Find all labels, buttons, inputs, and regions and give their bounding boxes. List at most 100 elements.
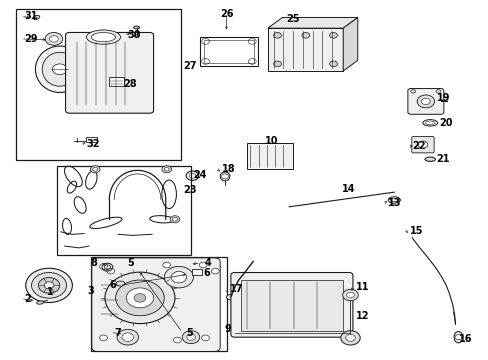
Circle shape bbox=[122, 333, 133, 342]
Circle shape bbox=[49, 36, 58, 42]
Circle shape bbox=[342, 289, 358, 301]
Text: 26: 26 bbox=[219, 9, 233, 19]
Circle shape bbox=[90, 166, 100, 173]
Text: 10: 10 bbox=[264, 136, 278, 146]
Text: 23: 23 bbox=[183, 185, 197, 195]
Circle shape bbox=[435, 90, 440, 93]
Polygon shape bbox=[267, 18, 357, 28]
Circle shape bbox=[201, 335, 209, 341]
Circle shape bbox=[105, 272, 175, 324]
Circle shape bbox=[31, 273, 66, 298]
Circle shape bbox=[45, 32, 62, 45]
Text: 20: 20 bbox=[438, 118, 451, 128]
Ellipse shape bbox=[91, 32, 116, 42]
Circle shape bbox=[100, 335, 107, 341]
Ellipse shape bbox=[226, 294, 236, 300]
Circle shape bbox=[417, 141, 427, 148]
Text: 5: 5 bbox=[186, 328, 192, 338]
Text: 24: 24 bbox=[193, 170, 206, 180]
Bar bbox=[16, 9, 181, 160]
Bar bbox=[240, 280, 342, 331]
Circle shape bbox=[301, 32, 309, 38]
Bar bbox=[246, 143, 292, 168]
Text: 12: 12 bbox=[356, 311, 369, 321]
Text: 21: 21 bbox=[436, 154, 449, 163]
Ellipse shape bbox=[387, 197, 400, 203]
Text: 6: 6 bbox=[109, 280, 116, 291]
Text: 2: 2 bbox=[25, 294, 31, 303]
Circle shape bbox=[116, 280, 164, 316]
Circle shape bbox=[273, 32, 281, 38]
Circle shape bbox=[172, 217, 177, 221]
Circle shape bbox=[211, 268, 219, 274]
Text: 27: 27 bbox=[183, 61, 197, 71]
Circle shape bbox=[329, 32, 337, 38]
Text: 9: 9 bbox=[224, 324, 230, 334]
FancyBboxPatch shape bbox=[230, 273, 352, 337]
Text: 32: 32 bbox=[86, 139, 100, 149]
Ellipse shape bbox=[220, 172, 229, 181]
Text: 1: 1 bbox=[46, 287, 53, 297]
Circle shape bbox=[26, 268, 72, 302]
FancyBboxPatch shape bbox=[407, 89, 443, 114]
Circle shape bbox=[186, 334, 195, 341]
Text: 16: 16 bbox=[458, 334, 471, 344]
Ellipse shape bbox=[42, 52, 77, 86]
Circle shape bbox=[126, 288, 153, 308]
Text: 11: 11 bbox=[356, 282, 369, 292]
Circle shape bbox=[329, 61, 337, 67]
Circle shape bbox=[416, 95, 434, 108]
Text: 19: 19 bbox=[436, 93, 449, 103]
Circle shape bbox=[100, 264, 107, 269]
Text: 22: 22 bbox=[411, 141, 425, 151]
Ellipse shape bbox=[52, 64, 67, 75]
Circle shape bbox=[93, 167, 98, 171]
Text: 18: 18 bbox=[221, 164, 235, 174]
Ellipse shape bbox=[37, 301, 44, 304]
Circle shape bbox=[170, 216, 180, 223]
Text: 13: 13 bbox=[387, 198, 401, 208]
Bar bbox=[57, 166, 191, 255]
Polygon shape bbox=[267, 28, 343, 71]
Bar bbox=[86, 138, 97, 143]
Text: 14: 14 bbox=[341, 184, 354, 194]
Circle shape bbox=[221, 174, 228, 179]
Text: 25: 25 bbox=[286, 14, 299, 24]
Text: 4: 4 bbox=[204, 258, 211, 268]
FancyBboxPatch shape bbox=[92, 258, 220, 351]
FancyBboxPatch shape bbox=[411, 136, 433, 153]
Ellipse shape bbox=[33, 15, 40, 19]
Circle shape bbox=[340, 331, 360, 345]
Circle shape bbox=[173, 337, 181, 343]
Text: 7: 7 bbox=[114, 328, 121, 338]
Ellipse shape bbox=[116, 281, 124, 286]
Text: 5: 5 bbox=[126, 258, 133, 268]
Circle shape bbox=[454, 335, 461, 340]
Circle shape bbox=[164, 167, 169, 171]
Bar bbox=[109, 77, 123, 86]
Bar bbox=[91, 257, 227, 351]
Circle shape bbox=[107, 268, 115, 274]
Text: 17: 17 bbox=[229, 284, 243, 294]
Polygon shape bbox=[343, 18, 357, 71]
Text: 15: 15 bbox=[409, 226, 423, 236]
Ellipse shape bbox=[424, 157, 435, 161]
Ellipse shape bbox=[35, 46, 84, 93]
Circle shape bbox=[182, 331, 200, 343]
Ellipse shape bbox=[86, 30, 120, 44]
Ellipse shape bbox=[133, 26, 139, 29]
Bar bbox=[200, 37, 258, 66]
Text: 28: 28 bbox=[122, 78, 136, 89]
Text: 8: 8 bbox=[91, 258, 98, 268]
Circle shape bbox=[345, 334, 355, 342]
Circle shape bbox=[410, 90, 415, 93]
Circle shape bbox=[421, 98, 429, 105]
Text: 3: 3 bbox=[87, 286, 94, 296]
Ellipse shape bbox=[390, 198, 397, 202]
Circle shape bbox=[163, 262, 170, 268]
Text: 6: 6 bbox=[203, 268, 209, 278]
Text: 30: 30 bbox=[127, 30, 141, 40]
Bar bbox=[192, 269, 202, 275]
FancyBboxPatch shape bbox=[65, 32, 153, 113]
Circle shape bbox=[164, 266, 193, 288]
